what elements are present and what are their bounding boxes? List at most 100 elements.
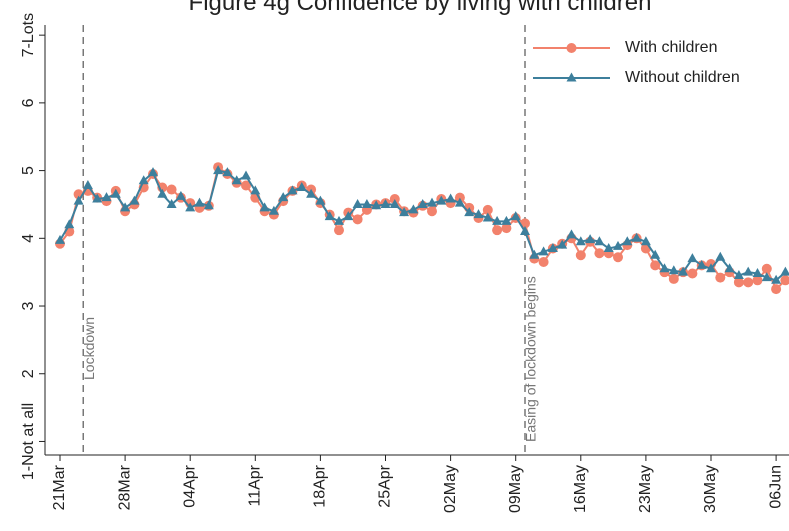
point <box>241 170 251 180</box>
point <box>492 225 503 236</box>
point <box>659 263 670 273</box>
point <box>761 263 772 274</box>
point <box>278 192 289 202</box>
y-tick-label: 5 <box>20 166 37 175</box>
point <box>417 198 428 208</box>
event-label: Lockdown <box>81 317 97 380</box>
x-tick-label: 11Apr <box>247 464 264 506</box>
point <box>306 188 317 198</box>
point <box>585 234 596 244</box>
point <box>55 234 65 244</box>
point <box>110 188 121 198</box>
x-tick-label: 25Apr <box>377 464 394 507</box>
point <box>482 204 493 215</box>
point <box>613 240 623 250</box>
x-tick-label: 04Apr <box>181 464 198 507</box>
point <box>82 179 93 189</box>
point <box>631 232 642 242</box>
point <box>761 272 772 282</box>
point <box>427 197 437 207</box>
point <box>166 184 177 195</box>
point <box>650 260 661 271</box>
point <box>315 195 326 205</box>
point <box>706 263 716 273</box>
x-tick-label: 06Jun <box>767 465 784 509</box>
x-tick-label: 28Mar <box>116 464 133 510</box>
point <box>399 207 410 217</box>
legend-label: Without children <box>625 69 740 86</box>
chart-title: Figure 4g Confidence by living with chil… <box>189 0 652 16</box>
point <box>650 249 661 259</box>
point <box>566 43 577 53</box>
point <box>482 212 493 222</box>
series <box>55 165 789 284</box>
point <box>501 215 512 225</box>
event-label: Easing of lockdown begins <box>523 276 539 442</box>
x-tick-label: 23May <box>637 465 654 513</box>
point <box>622 236 633 246</box>
point <box>715 272 726 283</box>
point <box>538 257 549 268</box>
point <box>566 229 577 239</box>
y-tick-label: 7-Lots <box>20 13 37 57</box>
point <box>780 275 789 286</box>
y-tick-label: 1-Not at all <box>20 403 37 480</box>
point <box>129 195 140 205</box>
point <box>594 236 605 246</box>
point <box>687 268 698 279</box>
point <box>175 190 186 200</box>
point <box>73 195 84 205</box>
point <box>352 198 363 208</box>
point <box>268 205 279 215</box>
point <box>603 242 614 252</box>
point <box>324 211 335 221</box>
point <box>780 266 789 276</box>
point <box>771 284 782 295</box>
point <box>296 182 307 192</box>
point <box>194 197 205 207</box>
y-tick-label: 2 <box>20 369 37 378</box>
point <box>185 202 196 212</box>
point <box>771 274 782 284</box>
point <box>352 214 363 225</box>
point <box>464 207 475 217</box>
point <box>687 253 698 263</box>
point <box>520 226 530 236</box>
point <box>529 249 540 259</box>
point <box>668 273 679 284</box>
point <box>231 175 242 185</box>
x-tick-label: 21Mar <box>51 464 68 510</box>
x-tick-label: 16May <box>572 465 589 513</box>
point <box>241 180 251 191</box>
point <box>473 209 484 219</box>
point <box>408 204 419 214</box>
y-tick-label: 4 <box>20 234 37 243</box>
point <box>733 270 744 280</box>
point <box>752 268 763 278</box>
point <box>92 193 103 203</box>
point <box>436 195 447 205</box>
point <box>259 202 270 212</box>
legend-label: With children <box>625 39 717 56</box>
point <box>157 188 168 198</box>
point <box>613 252 623 263</box>
point <box>715 251 726 261</box>
point <box>668 265 679 275</box>
point <box>733 277 744 288</box>
point <box>566 72 577 82</box>
point <box>203 200 214 210</box>
x-tick-label: 02May <box>442 465 459 513</box>
x-tick-label: 30May <box>702 465 719 513</box>
point <box>166 198 177 208</box>
point <box>575 250 586 261</box>
point <box>538 246 549 256</box>
point <box>334 215 344 225</box>
point <box>213 165 224 175</box>
y-tick-label: 3 <box>20 301 37 310</box>
point <box>371 200 382 210</box>
point <box>361 198 372 208</box>
point <box>222 167 233 177</box>
point <box>492 215 503 225</box>
point <box>445 193 456 203</box>
